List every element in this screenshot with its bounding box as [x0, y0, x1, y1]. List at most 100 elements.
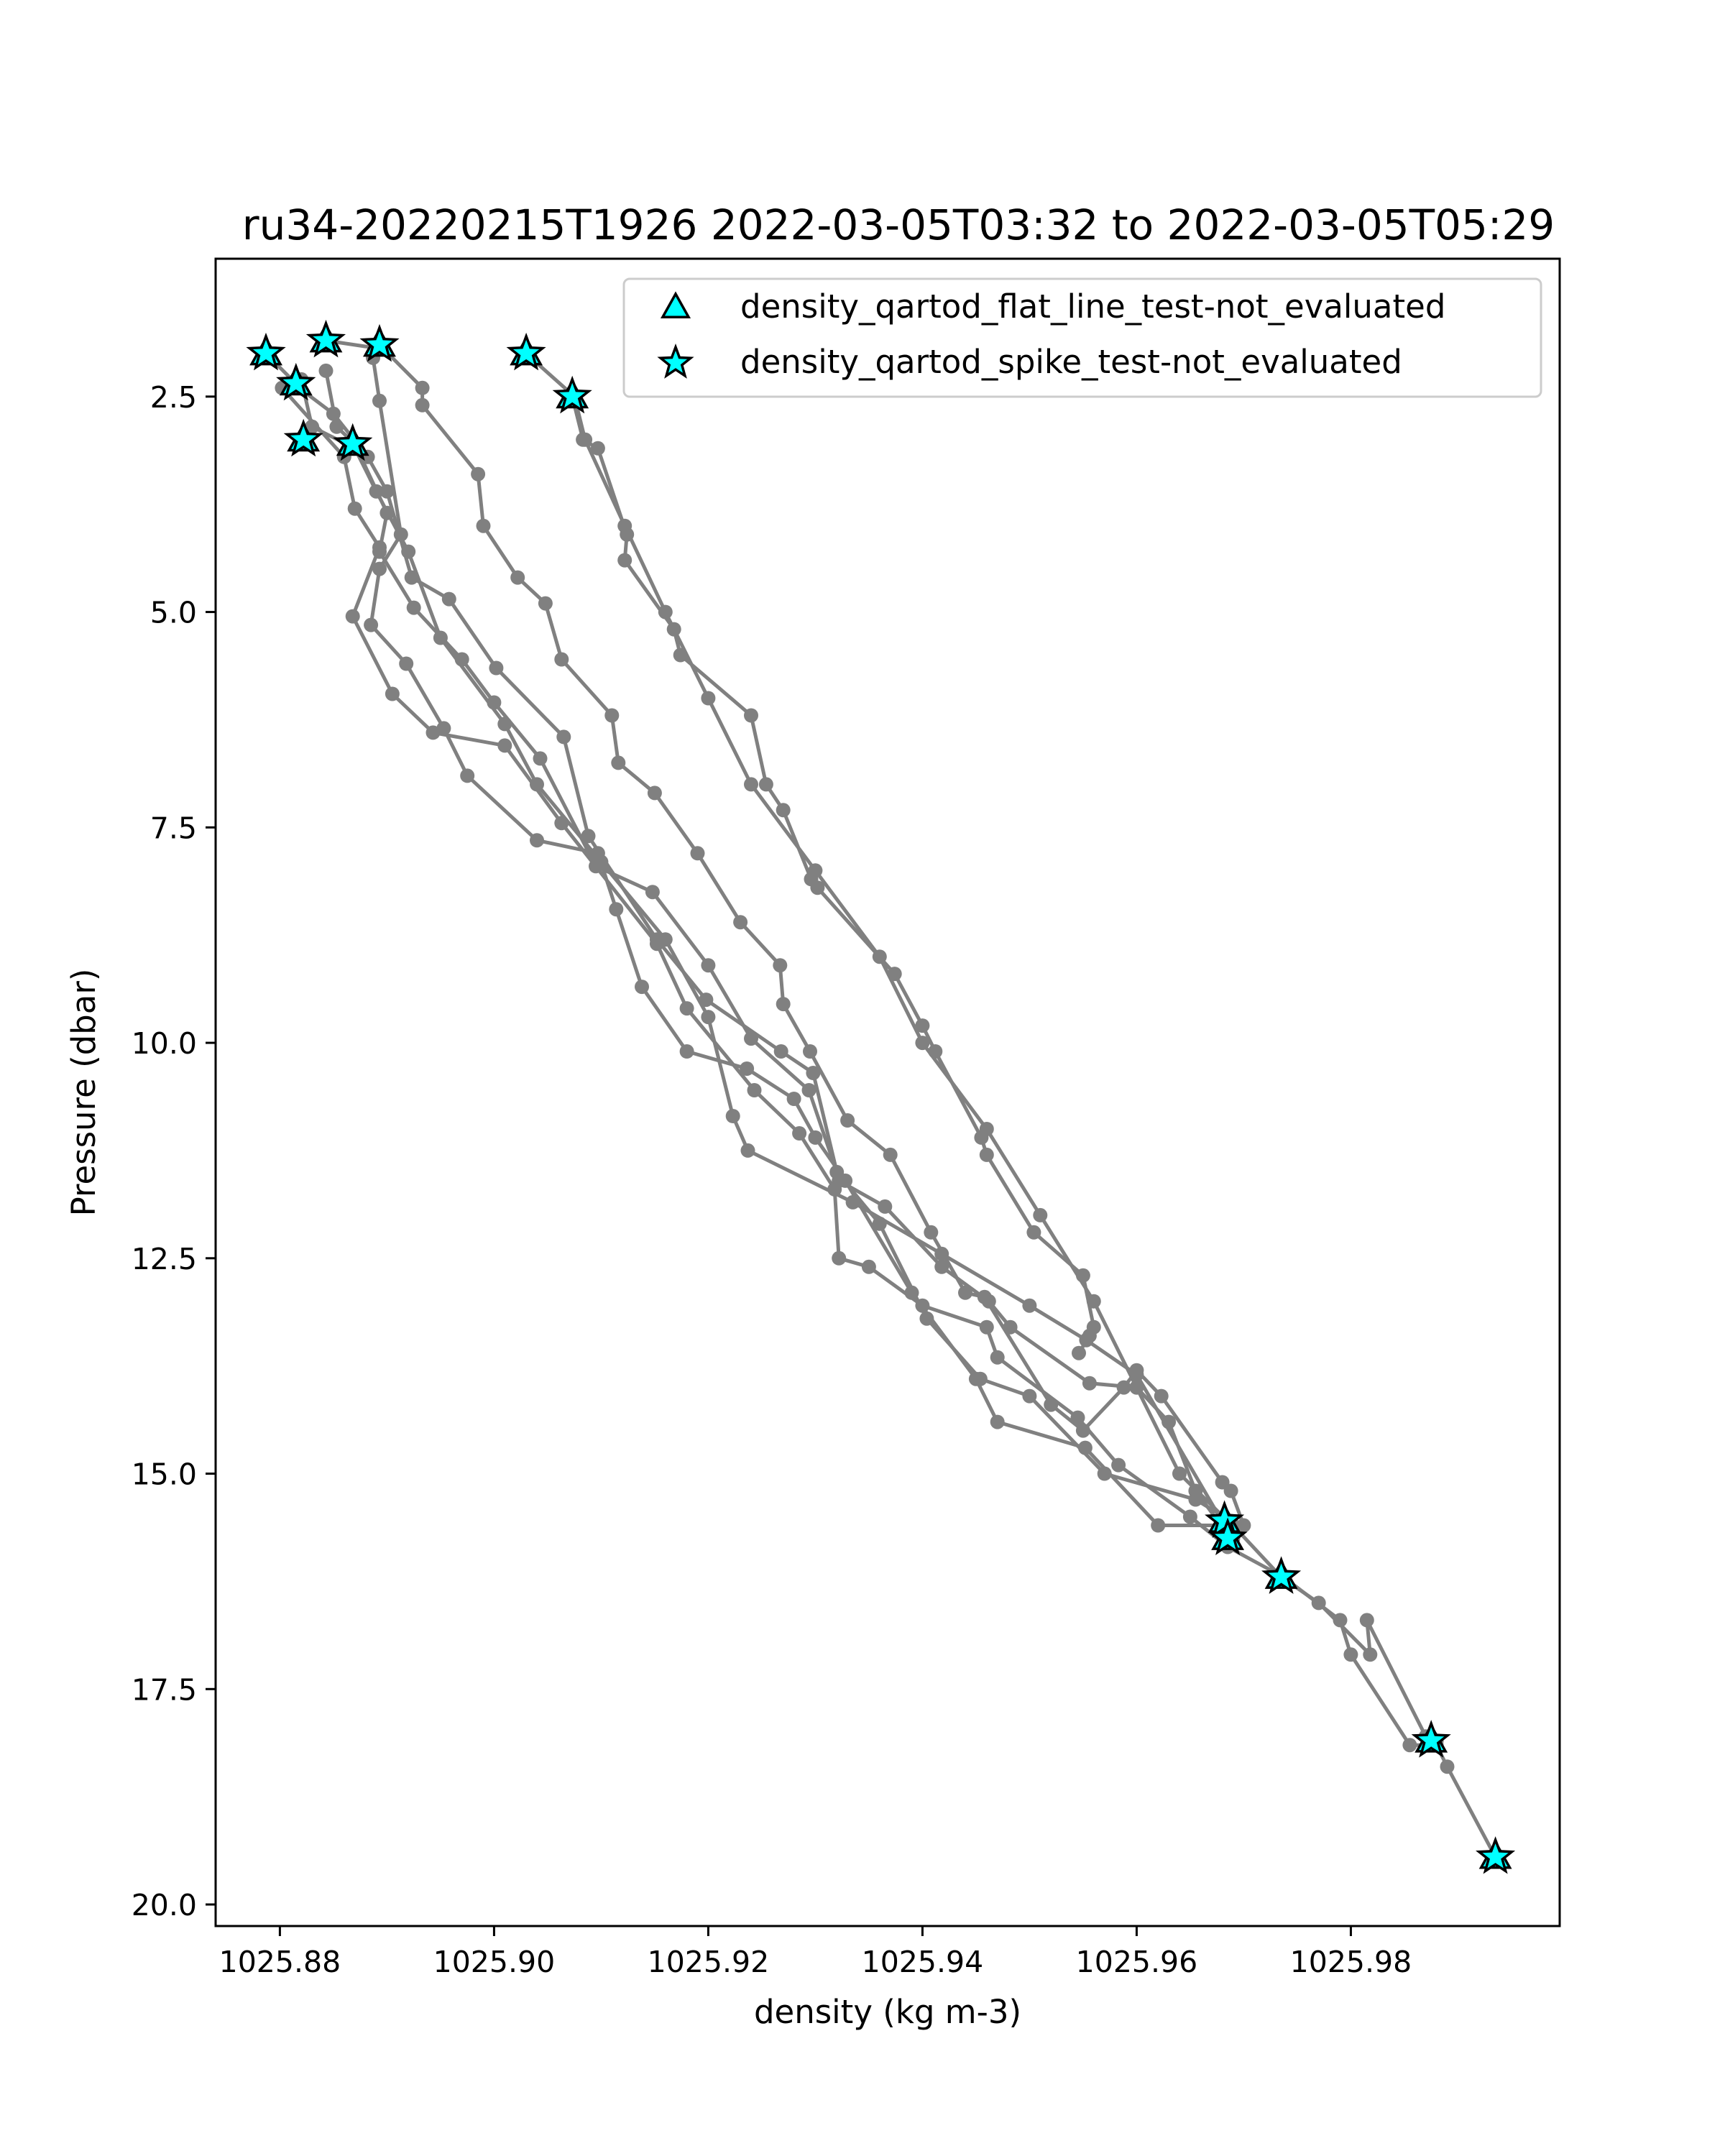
profile-point — [883, 1147, 898, 1162]
spike-marker — [506, 332, 546, 371]
x-axis-label: density (kg m-3) — [754, 1993, 1021, 2031]
profile-point — [744, 1031, 758, 1046]
profile-point — [1097, 1466, 1112, 1481]
profile-point — [792, 1126, 807, 1141]
profile-point — [510, 570, 525, 585]
profile-point — [489, 660, 504, 676]
profile-point — [981, 1294, 996, 1309]
profile-point — [617, 518, 632, 533]
profile-point — [538, 596, 553, 611]
profile-point — [305, 419, 320, 434]
profile-point — [594, 854, 609, 870]
profile-point — [554, 652, 569, 667]
profile-line-7 — [324, 370, 1232, 1523]
profile-point — [701, 958, 716, 973]
profile-point — [645, 885, 660, 900]
profile-point — [747, 1083, 762, 1097]
profile-point — [915, 1036, 930, 1051]
profile-point — [530, 777, 544, 792]
profile-point — [1333, 1613, 1348, 1628]
legend-label-flat-line: density_qartod_flat_line_test-not_evalua… — [740, 287, 1445, 326]
legend-marker-triangle — [660, 291, 691, 319]
profile-point — [385, 686, 400, 701]
profile-point — [1343, 1647, 1358, 1662]
profile-point — [533, 751, 548, 766]
profile-point — [758, 777, 773, 792]
profile-point — [401, 544, 416, 559]
profile-point — [460, 768, 475, 783]
y-tick-label: 20.0 — [132, 1888, 197, 1922]
spike-marker — [246, 332, 286, 371]
profile-point — [635, 980, 649, 995]
profile-point — [1072, 1345, 1086, 1360]
profile-point — [329, 419, 344, 434]
profile-point — [604, 708, 620, 723]
profile-point — [658, 604, 673, 619]
profile-point — [372, 561, 387, 576]
profiles-layer — [259, 333, 1503, 1865]
profile-point — [679, 1044, 694, 1059]
profile-point — [915, 1018, 930, 1033]
profile-point — [590, 441, 605, 456]
profile-point — [1172, 1466, 1187, 1481]
profile-point — [1236, 1518, 1251, 1533]
profile-point — [578, 432, 593, 447]
profile-point — [690, 846, 705, 861]
profile-point — [1022, 1298, 1037, 1313]
plot-frame — [214, 257, 1561, 1927]
profile-point — [840, 1113, 855, 1128]
profile-point — [773, 958, 788, 973]
profile-point — [740, 1061, 755, 1076]
profile-point — [924, 1225, 939, 1240]
spike-marker — [283, 418, 323, 457]
profile-point — [1079, 1332, 1094, 1348]
profile-point — [1359, 1613, 1374, 1628]
legend-label-spike: density_qartod_spike_test-not_evaluated — [740, 343, 1402, 381]
profile-point — [1402, 1738, 1417, 1753]
profile-point — [497, 717, 512, 732]
chart-title: ru34-20220215T1926 2022-03-05T03:32 to 2… — [242, 201, 1555, 249]
profile-point — [380, 484, 395, 499]
x-tick-label: 1025.92 — [648, 1945, 770, 1979]
profile-point — [372, 393, 387, 408]
spike-marker — [276, 362, 316, 401]
x-tick-label: 1025.94 — [862, 1945, 984, 1979]
profile-point — [733, 915, 748, 930]
profile-point — [990, 1414, 1005, 1429]
y-axis: 2.5 5.0 7.5 10.0 12.5 15.0 17.5 20.0 — [132, 380, 216, 1922]
profile-point — [556, 729, 571, 745]
spike-marker — [1411, 1720, 1451, 1758]
legend-triangle-icon — [660, 291, 691, 319]
profile-point — [744, 708, 758, 723]
profile-point — [497, 738, 512, 753]
profile-point — [1223, 1483, 1238, 1498]
profile-point — [658, 932, 673, 947]
y-tick-label: 7.5 — [150, 811, 197, 845]
profile-point — [415, 380, 430, 395]
profile-point — [832, 1250, 847, 1266]
spike-marker — [552, 375, 592, 414]
profile-point — [773, 1044, 788, 1059]
legend-star-icon — [657, 343, 694, 379]
profile-point — [530, 833, 544, 848]
profile-point — [979, 1319, 994, 1335]
profile-point — [617, 553, 632, 568]
profile-point — [786, 1092, 801, 1106]
profile-point — [1003, 1319, 1018, 1335]
legend-marker-star — [657, 343, 694, 379]
profile-point — [1026, 1225, 1041, 1240]
profile-point — [399, 656, 414, 671]
profile-point — [979, 1122, 994, 1136]
profile-point — [679, 1001, 694, 1016]
profile-point — [347, 501, 362, 516]
spike-marker — [359, 323, 400, 362]
profile-point — [958, 1285, 972, 1300]
profile-point — [1111, 1457, 1126, 1473]
profile-point — [806, 1066, 821, 1080]
profile-point — [415, 397, 430, 413]
y-axis-label: Pressure (dbar) — [65, 969, 103, 1217]
profile-point — [1070, 1410, 1085, 1425]
profile-point — [972, 1371, 988, 1386]
profile-point — [725, 1109, 740, 1123]
spike-marker — [333, 423, 373, 461]
